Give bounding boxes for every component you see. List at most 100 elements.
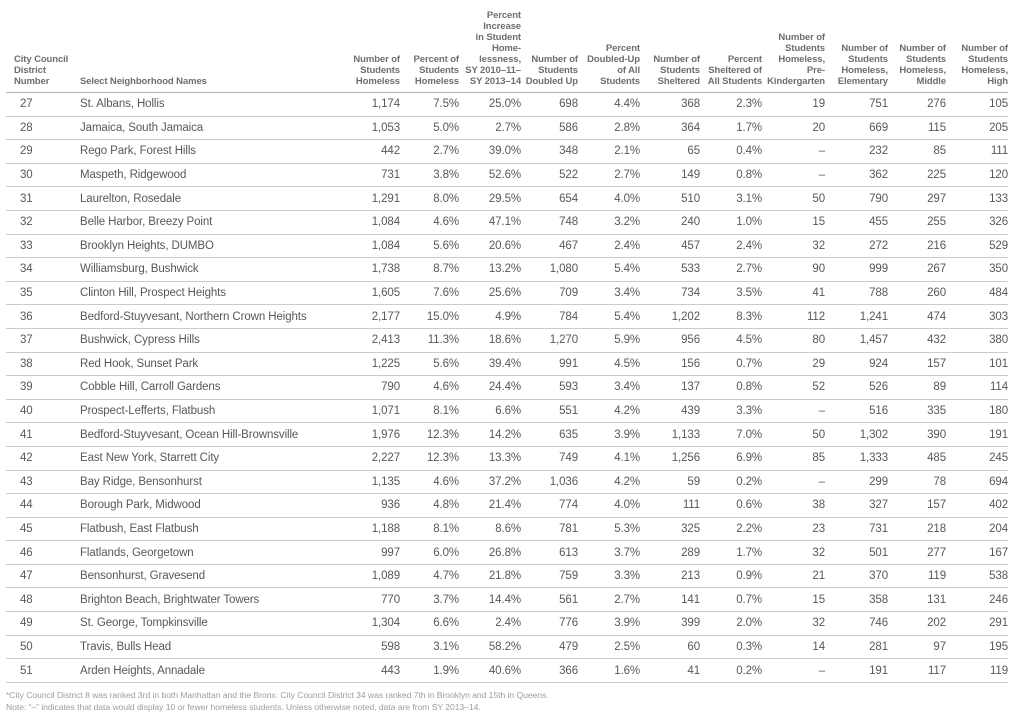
value-cell: 3.1% — [700, 186, 762, 211]
value-cell: 1.6% — [578, 658, 640, 683]
value-cell: 443 — [338, 658, 400, 683]
value-cell: 13.2% — [459, 257, 521, 282]
value-cell: 19 — [762, 92, 825, 117]
value-cell: 3.4% — [578, 375, 640, 400]
value-cell: 0.8% — [700, 375, 762, 400]
value-cell: 2.4% — [459, 611, 521, 636]
col-header-percent-sheltered: Percent Sheltered of All Students — [700, 2, 762, 93]
value-cell: 2.3% — [700, 92, 762, 117]
value-cell: 746 — [825, 611, 888, 636]
value-cell: 120 — [946, 163, 1008, 188]
value-cell: 20.6% — [459, 234, 521, 259]
value-cell: 60 — [640, 635, 700, 660]
col-header-neighborhood-names: Select Neighborhood Names — [80, 2, 338, 93]
value-cell: 4.1% — [578, 446, 640, 471]
value-cell: 442 — [338, 139, 400, 164]
value-cell: 225 — [888, 163, 946, 188]
district-number-cell: 48 — [6, 587, 80, 613]
value-cell: 14.4% — [459, 587, 521, 613]
value-cell: 8.1% — [400, 399, 459, 424]
value-cell: 90 — [762, 257, 825, 282]
value-cell: 119 — [946, 658, 1008, 683]
footnote-ranking: *City Council District 8 was ranked 3rd … — [6, 689, 549, 700]
value-cell: 1,291 — [338, 186, 400, 211]
value-cell: 586 — [521, 116, 578, 141]
value-cell: 52.6% — [459, 163, 521, 188]
value-cell: 593 — [521, 375, 578, 400]
value-cell: 0.9% — [700, 564, 762, 589]
neighborhood-names-cell: Flatlands, Georgetown — [80, 540, 338, 565]
value-cell: 3.7% — [400, 587, 459, 613]
table-row: 44 Borough Park, Midwood 936 4.8% 21.4% 774 4.… — [6, 493, 1008, 518]
value-cell: 731 — [338, 163, 400, 188]
value-cell: 232 — [825, 139, 888, 164]
value-cell: 485 — [888, 446, 946, 471]
value-cell: 1,256 — [640, 446, 700, 471]
value-cell: 2,177 — [338, 304, 400, 329]
district-number-cell: 50 — [6, 635, 80, 660]
value-cell: 788 — [825, 281, 888, 306]
value-cell: 114 — [946, 375, 1008, 400]
value-cell: 3.9% — [578, 611, 640, 636]
value-cell: 654 — [521, 186, 578, 211]
value-cell: 380 — [946, 328, 1008, 353]
district-number-cell: 39 — [6, 375, 80, 400]
table-body: 27 St. Albans, Hollis 1,174 7.5% 25.0% 698 4.4… — [6, 92, 1008, 683]
table-row: 38 Red Hook, Sunset Park 1,225 5.6% 39.4% 991… — [6, 352, 1008, 377]
value-cell: 1,225 — [338, 352, 400, 377]
value-cell: 4.5% — [578, 352, 640, 377]
value-cell: 2.5% — [578, 635, 640, 660]
value-cell: 2.7% — [400, 139, 459, 164]
value-cell: 101 — [946, 352, 1008, 377]
value-cell: 510 — [640, 186, 700, 211]
value-cell: 29 — [762, 352, 825, 377]
value-cell: 364 — [640, 116, 700, 141]
value-cell: 6.6% — [400, 611, 459, 636]
district-number-cell: 33 — [6, 234, 80, 259]
value-cell: 0.6% — [700, 493, 762, 518]
value-cell: 133 — [946, 186, 1008, 211]
value-cell: 4.6% — [400, 210, 459, 235]
value-cell: 6.9% — [700, 446, 762, 471]
neighborhood-names-cell: Red Hook, Sunset Park — [80, 352, 338, 377]
neighborhood-names-cell: Brooklyn Heights, DUMBO — [80, 234, 338, 259]
value-cell: 1,071 — [338, 399, 400, 424]
table-row: 42 East New York, Starrett City 2,227 12.3%… — [6, 446, 1008, 471]
value-cell: 3.9% — [578, 422, 640, 447]
value-cell: 3.5% — [700, 281, 762, 306]
value-cell: 32 — [762, 234, 825, 259]
district-number-cell: 43 — [6, 470, 80, 495]
district-number-cell: 37 — [6, 328, 80, 353]
neighborhood-names-cell: Travis, Bulls Head — [80, 635, 338, 660]
value-cell: 474 — [888, 304, 946, 329]
table-row: 47 Bensonhurst, Gravesend 1,089 4.7% 21.8% 75… — [6, 564, 1008, 589]
value-cell: 15.0% — [400, 304, 459, 329]
value-cell: 774 — [521, 493, 578, 518]
col-header-number-homeless-elementary: Number of Students Homeless, Elementary — [825, 2, 888, 93]
table-row: 33 Brooklyn Heights, DUMBO 1,084 5.6% 20.6% 4… — [6, 234, 1008, 259]
value-cell: 5.6% — [400, 352, 459, 377]
value-cell: – — [762, 163, 825, 188]
value-cell: 613 — [521, 540, 578, 565]
value-cell: 522 — [521, 163, 578, 188]
value-cell: 65 — [640, 139, 700, 164]
value-cell: 1,302 — [825, 422, 888, 447]
value-cell: 246 — [946, 587, 1008, 613]
value-cell: 749 — [521, 446, 578, 471]
table-row: 36 Bedford-Stuyvesant, Northern Crown Hei… — [6, 304, 1008, 329]
value-cell: 5.0% — [400, 116, 459, 141]
table-row: 51 Arden Heights, Annadale 443 1.9% 40.6% 366… — [6, 658, 1008, 683]
value-cell: 924 — [825, 352, 888, 377]
value-cell: 0.2% — [700, 658, 762, 683]
value-cell: 1,036 — [521, 470, 578, 495]
value-cell: 370 — [825, 564, 888, 589]
value-cell: 1,304 — [338, 611, 400, 636]
value-cell: 216 — [888, 234, 946, 259]
value-cell: 39.4% — [459, 352, 521, 377]
neighborhood-names-cell: Bay Ridge, Bensonhurst — [80, 470, 338, 495]
value-cell: 41 — [640, 658, 700, 683]
value-cell: 1,053 — [338, 116, 400, 141]
value-cell: 5.3% — [578, 517, 640, 542]
value-cell: 20 — [762, 116, 825, 141]
value-cell: 4.2% — [578, 399, 640, 424]
